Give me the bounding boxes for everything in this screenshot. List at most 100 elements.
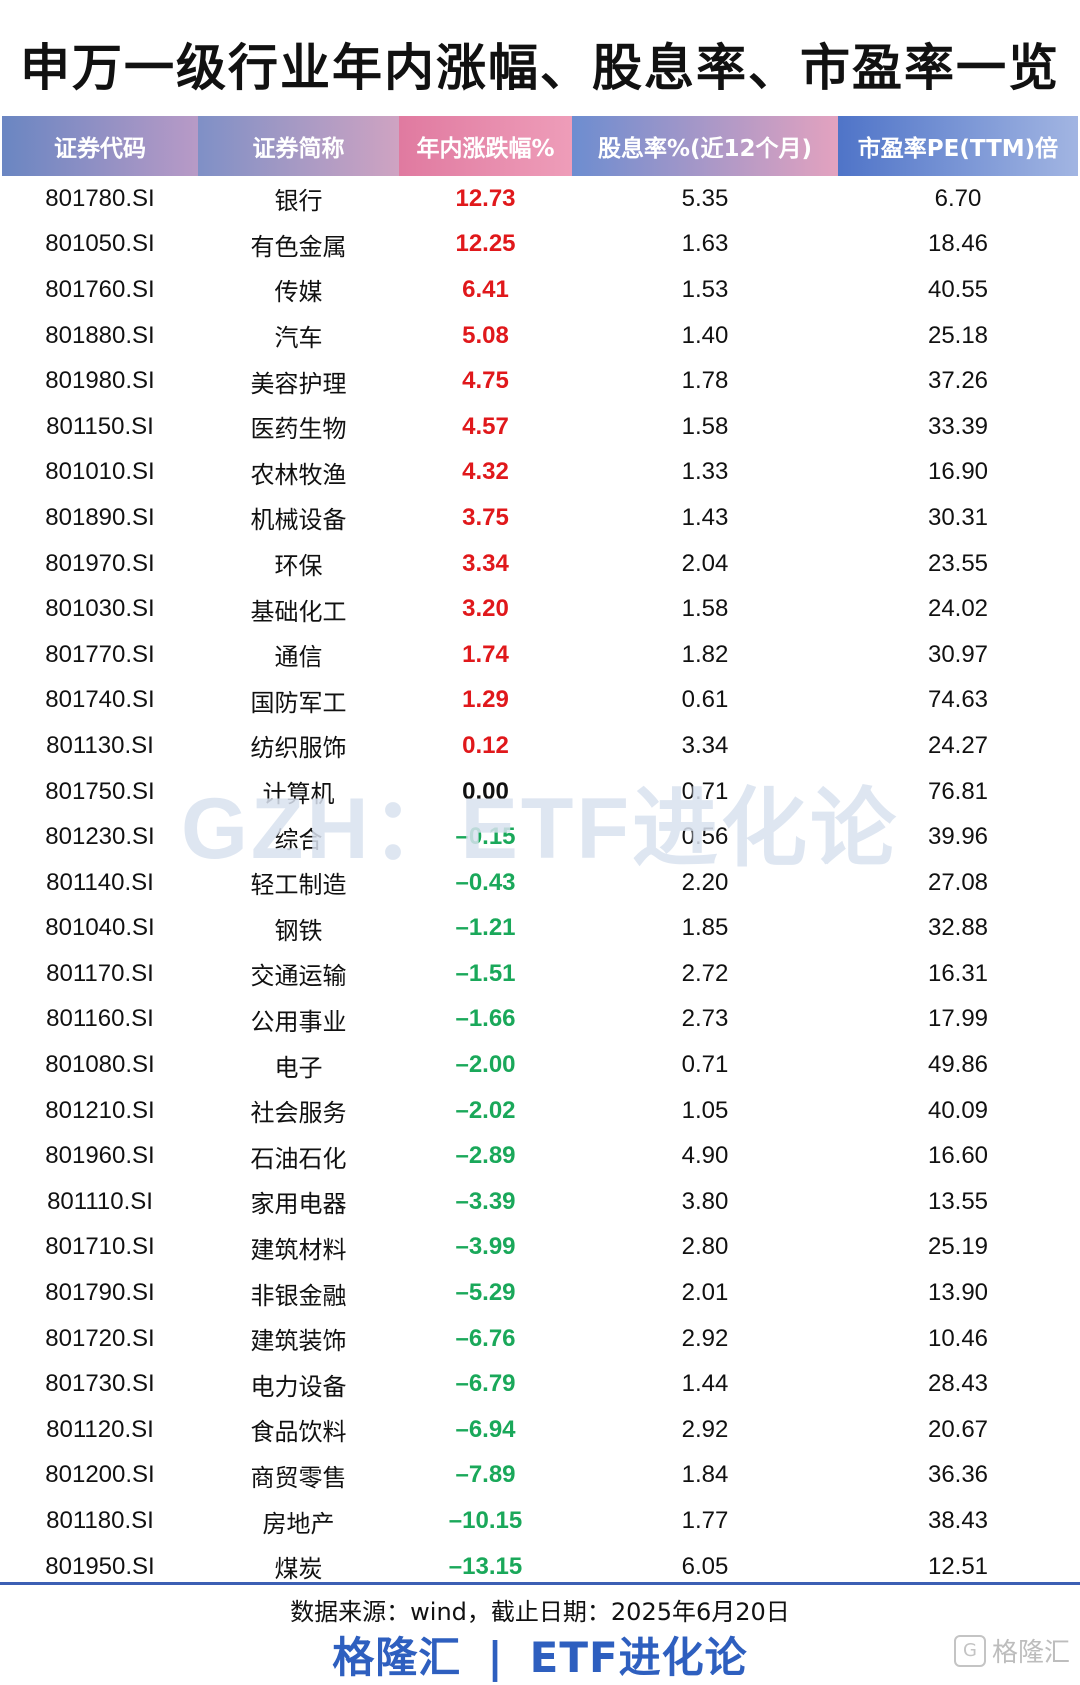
table-row: 801030.SI 基础化工 3.20 1.58 24.02 xyxy=(2,586,1078,632)
header-change: 年内涨跌幅% xyxy=(399,116,572,176)
cell-change: –1.66 xyxy=(455,1005,516,1033)
cell-pe: 24.27 xyxy=(927,731,989,759)
cell-name: 钢铁 xyxy=(274,916,323,945)
cell-pe: 16.90 xyxy=(927,458,989,486)
table-row: 801050.SI 有色金属 12.25 1.63 18.46 xyxy=(2,222,1078,268)
cell-code: 801120.SI xyxy=(46,1415,154,1443)
cell-name: 电子 xyxy=(274,1053,323,1082)
table-row: 801880.SI 汽车 5.08 1.40 25.18 xyxy=(2,313,1078,359)
cell-code: 801780.SI xyxy=(45,184,155,212)
cell-dividend: 5.35 xyxy=(681,184,729,212)
cell-name: 银行 xyxy=(274,187,323,216)
table-row: 801790.SI 非银金融 –5.29 2.01 13.90 xyxy=(2,1270,1078,1316)
cell-change: –0.43 xyxy=(455,868,516,896)
divider xyxy=(0,1582,1080,1585)
cell-change: 4.75 xyxy=(462,367,509,395)
cell-pe: 39.96 xyxy=(927,823,989,851)
logo-text: 格隆汇 xyxy=(991,1638,1070,1668)
cell-change: –3.39 xyxy=(455,1187,516,1215)
cell-code: 801030.SI xyxy=(45,595,155,623)
cell-name: 机械设备 xyxy=(250,506,347,535)
cell-code: 801750.SI xyxy=(45,777,155,805)
cell-change: –2.89 xyxy=(455,1142,516,1170)
table-row: 801780.SI 银行 12.73 5.35 6.70 xyxy=(2,176,1078,222)
cell-change: 4.32 xyxy=(462,458,509,486)
cell-name: 建筑材料 xyxy=(250,1235,347,1264)
cell-dividend: 1.05 xyxy=(681,1096,729,1124)
table-row: 801230.SI 综合 –0.15 0.56 39.96 xyxy=(2,814,1078,860)
cell-code: 801080.SI xyxy=(45,1051,155,1079)
table-row: 801770.SI 通信 1.74 1.82 30.97 xyxy=(2,632,1078,678)
cell-name: 交通运输 xyxy=(250,962,347,991)
cell-change: –10.15 xyxy=(448,1507,523,1535)
header-pe: 市盈率PE(TTM)倍 xyxy=(838,116,1078,176)
cell-dividend: 3.80 xyxy=(681,1187,729,1215)
cell-name: 汽车 xyxy=(274,324,323,353)
brand-separator: | xyxy=(487,1633,504,1682)
table-row: 801130.SI 纺织服饰 0.12 3.34 24.27 xyxy=(2,723,1078,769)
cell-change: 0.12 xyxy=(462,731,509,759)
cell-name: 有色金属 xyxy=(250,232,347,261)
cell-dividend: 2.92 xyxy=(681,1415,729,1443)
industry-table: 证券代码 证券简称 年内涨跌幅% 股息率%(近12个月) 市盈率PE(TTM)倍… xyxy=(2,116,1078,1589)
table-row: 801040.SI 钢铁 –1.21 1.85 32.88 xyxy=(2,906,1078,952)
cell-pe: 25.19 xyxy=(927,1233,989,1261)
cell-name: 国防军工 xyxy=(250,688,347,717)
table-row: 801010.SI 农林牧渔 4.32 1.33 16.90 xyxy=(2,450,1078,496)
cell-name: 环保 xyxy=(274,552,323,581)
cell-code: 801970.SI xyxy=(45,549,155,577)
cell-change: –6.79 xyxy=(455,1370,516,1398)
cell-dividend: 0.71 xyxy=(681,777,729,805)
cell-pe: 74.63 xyxy=(927,686,989,714)
cell-change: –5.29 xyxy=(455,1279,516,1307)
cell-code: 801010.SI xyxy=(45,458,155,486)
cell-name: 传媒 xyxy=(274,278,323,307)
cell-name: 煤炭 xyxy=(274,1555,323,1584)
cell-code: 801980.SI xyxy=(45,367,155,395)
table-row: 801970.SI 环保 3.34 2.04 23.55 xyxy=(2,541,1078,587)
cell-change: 3.20 xyxy=(462,595,509,623)
cell-pe: 30.97 xyxy=(927,640,989,668)
cell-change: –7.89 xyxy=(455,1461,516,1489)
cell-code: 801890.SI xyxy=(45,503,155,531)
table-row: 801140.SI 轻工制造 –0.43 2.20 27.08 xyxy=(2,860,1078,906)
cell-dividend: 2.73 xyxy=(681,1005,729,1033)
cell-code: 801770.SI xyxy=(45,640,155,668)
cell-change: 12.73 xyxy=(455,184,516,212)
cell-name: 综合 xyxy=(274,825,323,854)
cell-dividend: 6.05 xyxy=(681,1552,729,1580)
cell-dividend: 1.82 xyxy=(681,640,729,668)
table-row: 801760.SI 传媒 6.41 1.53 40.55 xyxy=(2,267,1078,313)
cell-code: 801150.SI xyxy=(46,412,154,440)
cell-dividend: 1.44 xyxy=(681,1370,729,1398)
cell-dividend: 1.33 xyxy=(681,458,729,486)
cell-name: 美容护理 xyxy=(250,369,347,398)
cell-change: –2.00 xyxy=(455,1051,516,1079)
cell-dividend: 0.61 xyxy=(681,686,729,714)
cell-dividend: 1.53 xyxy=(681,275,729,303)
cell-dividend: 1.40 xyxy=(681,321,729,349)
cell-pe: 23.55 xyxy=(927,549,989,577)
table-row: 801110.SI 家用电器 –3.39 3.80 13.55 xyxy=(2,1179,1078,1225)
cell-dividend: 1.43 xyxy=(681,503,729,531)
brand-channel: ETF进化论 xyxy=(529,1633,748,1682)
table-row: 801980.SI 美容护理 4.75 1.78 37.26 xyxy=(2,358,1078,404)
cell-code: 801160.SI xyxy=(46,1005,154,1033)
cell-pe: 16.60 xyxy=(927,1142,989,1170)
brand-footer: 格隆汇 | ETF进化论 xyxy=(0,1624,1080,1685)
cell-pe: 12.51 xyxy=(927,1552,989,1580)
cell-pe: 16.31 xyxy=(927,959,989,987)
cell-pe: 18.46 xyxy=(927,230,989,258)
table-row: 801200.SI 商贸零售 –7.89 1.84 36.36 xyxy=(2,1453,1078,1499)
cell-code: 801200.SI xyxy=(45,1461,155,1489)
cell-code: 801180.SI xyxy=(46,1507,154,1535)
cell-name: 通信 xyxy=(274,643,323,672)
cell-change: 3.75 xyxy=(462,503,509,531)
cell-code: 801170.SI xyxy=(46,959,154,987)
cell-change: 4.57 xyxy=(462,412,509,440)
cell-name: 轻工制造 xyxy=(250,871,347,900)
cell-pe: 10.46 xyxy=(927,1324,989,1352)
cell-dividend: 1.77 xyxy=(681,1507,729,1535)
logo-icon: G xyxy=(953,1634,986,1667)
cell-dividend: 2.80 xyxy=(681,1233,729,1261)
